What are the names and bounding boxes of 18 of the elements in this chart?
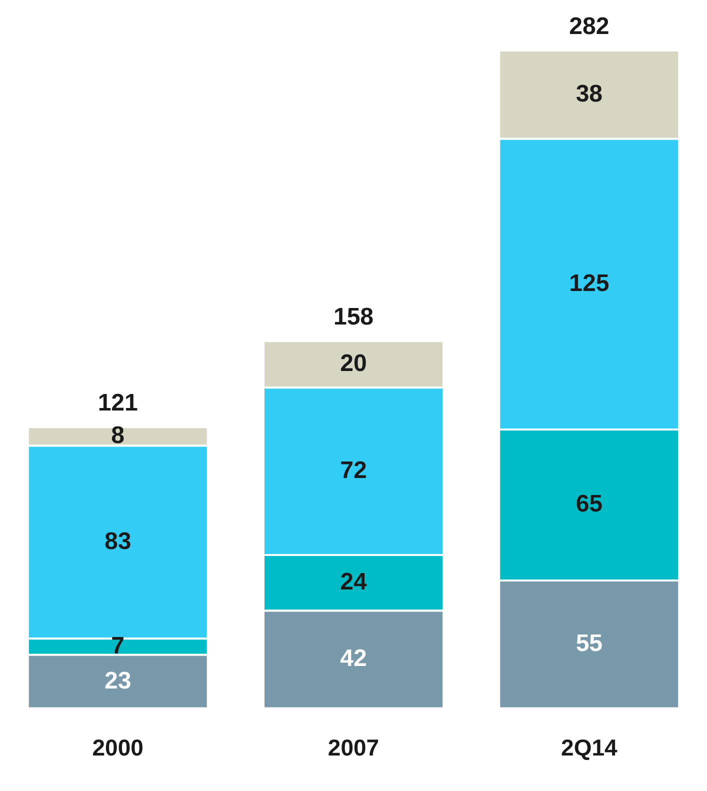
data-label: 42 bbox=[340, 645, 367, 672]
data-label: 125 bbox=[569, 270, 610, 297]
data-label: 72 bbox=[340, 456, 367, 484]
data-label: 23 bbox=[104, 667, 132, 694]
data-label: 8 bbox=[111, 422, 125, 450]
data-label: 83 bbox=[104, 528, 132, 555]
total-label: 158 bbox=[333, 304, 374, 331]
total-label: 282 bbox=[569, 13, 610, 40]
data-label: 55 bbox=[576, 630, 603, 658]
data-label: 65 bbox=[576, 490, 603, 518]
data-label: 24 bbox=[340, 568, 368, 596]
x-tick-label: 2Q14 bbox=[561, 734, 618, 761]
data-label: 38 bbox=[576, 80, 603, 108]
total-label: 121 bbox=[98, 390, 138, 417]
x-tick-label: 2007 bbox=[328, 734, 380, 761]
data-label: 20 bbox=[340, 350, 367, 377]
x-tick-label: 2000 bbox=[92, 734, 144, 761]
data-label: 7 bbox=[111, 632, 125, 660]
